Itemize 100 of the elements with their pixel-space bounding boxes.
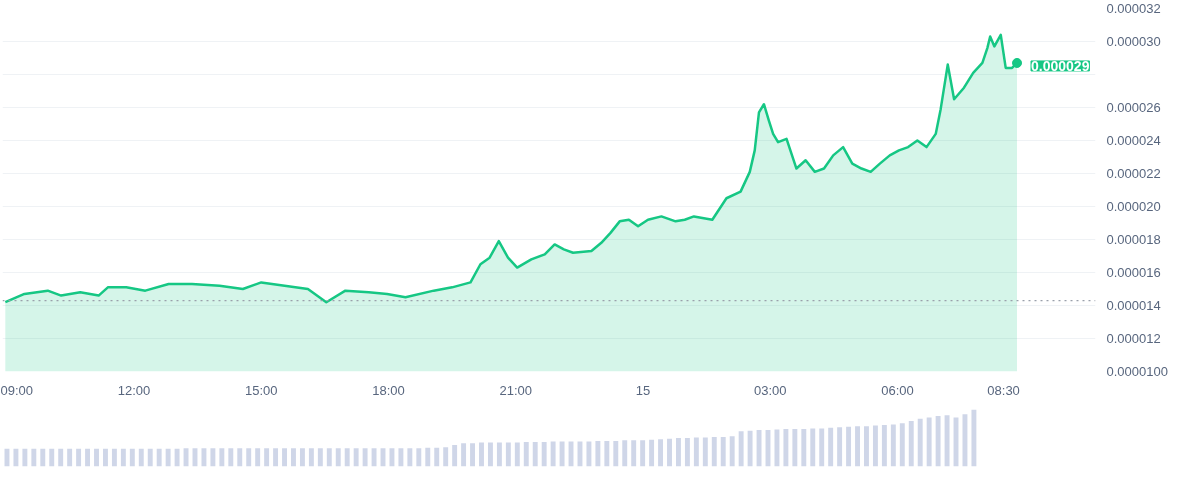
- bar: [917, 418, 923, 467]
- bar: [174, 448, 180, 467]
- bar: [76, 448, 82, 467]
- x-tick-label: 06:00: [881, 382, 914, 398]
- bar: [559, 441, 565, 467]
- bar: [640, 440, 646, 467]
- bar: [425, 447, 431, 467]
- x-tick-label: 03:00: [754, 382, 787, 398]
- x-tick-label: 12:00: [117, 382, 151, 398]
- x-tick-label: 09:00: [0, 382, 34, 398]
- bar: [210, 448, 216, 467]
- bar: [702, 437, 708, 467]
- bar: [129, 448, 135, 467]
- y-tick-label: 0.0000100: [1106, 364, 1168, 379]
- bar: [416, 448, 422, 467]
- y-tick-label: 0.000016: [1106, 265, 1161, 280]
- bar: [792, 428, 798, 467]
- bar: [532, 442, 538, 467]
- bar: [308, 448, 314, 467]
- bar: [935, 415, 941, 467]
- y-tick-label: 0.000020: [1106, 199, 1161, 214]
- bar: [658, 439, 664, 467]
- bar: [299, 448, 305, 467]
- bar: [156, 448, 162, 467]
- bar: [291, 448, 296, 467]
- bar: [344, 448, 350, 467]
- y-tick-label: 0.000032: [1106, 1, 1161, 16]
- bar: [729, 436, 735, 467]
- bar: [120, 448, 126, 467]
- bar: [756, 430, 762, 467]
- bar: [693, 437, 699, 467]
- bar: [872, 425, 878, 467]
- bar: [738, 431, 744, 467]
- bar: [855, 426, 860, 467]
- bar: [434, 447, 440, 467]
- bar: [810, 428, 816, 467]
- x-tick-label: 08:30: [987, 382, 1020, 398]
- bar: [711, 436, 717, 467]
- bar: [389, 448, 395, 467]
- y-tick-label: 0.000024: [1106, 133, 1161, 148]
- bar: [828, 427, 834, 467]
- bar: [165, 448, 171, 467]
- bar: [523, 442, 529, 467]
- bar: [13, 448, 19, 467]
- bar: [67, 448, 73, 467]
- y-tick-label: 0.000026: [1106, 100, 1161, 115]
- bar: [461, 443, 467, 467]
- x-tick-label: 18:00: [372, 382, 405, 398]
- bar: [147, 448, 153, 467]
- bar: [801, 428, 807, 467]
- y-tick-label: 0.000022: [1106, 166, 1161, 181]
- bar: [470, 443, 475, 467]
- bar: [246, 448, 252, 467]
- bar: [631, 440, 637, 467]
- bar: [971, 409, 977, 467]
- bar: [183, 448, 189, 467]
- bar: [604, 440, 610, 467]
- bar: [720, 436, 726, 467]
- bar: [846, 426, 852, 467]
- bar: [487, 442, 493, 467]
- bar: [819, 428, 825, 467]
- bar: [398, 448, 404, 467]
- y-tick-label: 0.000012: [1106, 331, 1161, 346]
- bar: [273, 448, 279, 467]
- bar: [58, 448, 64, 467]
- bar: [255, 448, 261, 467]
- bar: [514, 442, 520, 467]
- bar: [890, 424, 896, 467]
- bar: [264, 448, 270, 467]
- bar: [774, 429, 780, 467]
- bar: [282, 448, 287, 467]
- bar: [926, 417, 932, 467]
- bar: [496, 442, 502, 467]
- bar: [479, 442, 484, 467]
- bar: [335, 448, 341, 467]
- bar: [595, 440, 601, 467]
- y-tick-label: 0.000018: [1106, 232, 1161, 247]
- bar: [622, 440, 628, 467]
- bar: [649, 439, 655, 467]
- bar: [505, 442, 511, 467]
- bar: [362, 448, 368, 467]
- y-tick-label: 0.000014: [1106, 298, 1161, 313]
- bar: [881, 424, 887, 467]
- bar: [783, 428, 789, 467]
- bar: [31, 448, 37, 467]
- bar: [228, 448, 234, 467]
- bar: [371, 448, 377, 467]
- bar: [550, 441, 556, 467]
- bar: [49, 448, 55, 467]
- bar: [201, 448, 207, 467]
- x-tick-label: 15: [635, 382, 651, 398]
- bar: [908, 421, 914, 467]
- bar: [111, 448, 117, 467]
- bar: [85, 448, 91, 467]
- bar: [326, 448, 332, 467]
- annotation: 0.000029: [1031, 57, 1090, 74]
- bar: [407, 448, 413, 467]
- bar: [586, 441, 592, 467]
- x-tick-label: 15:00: [244, 382, 278, 398]
- bar: [864, 426, 869, 467]
